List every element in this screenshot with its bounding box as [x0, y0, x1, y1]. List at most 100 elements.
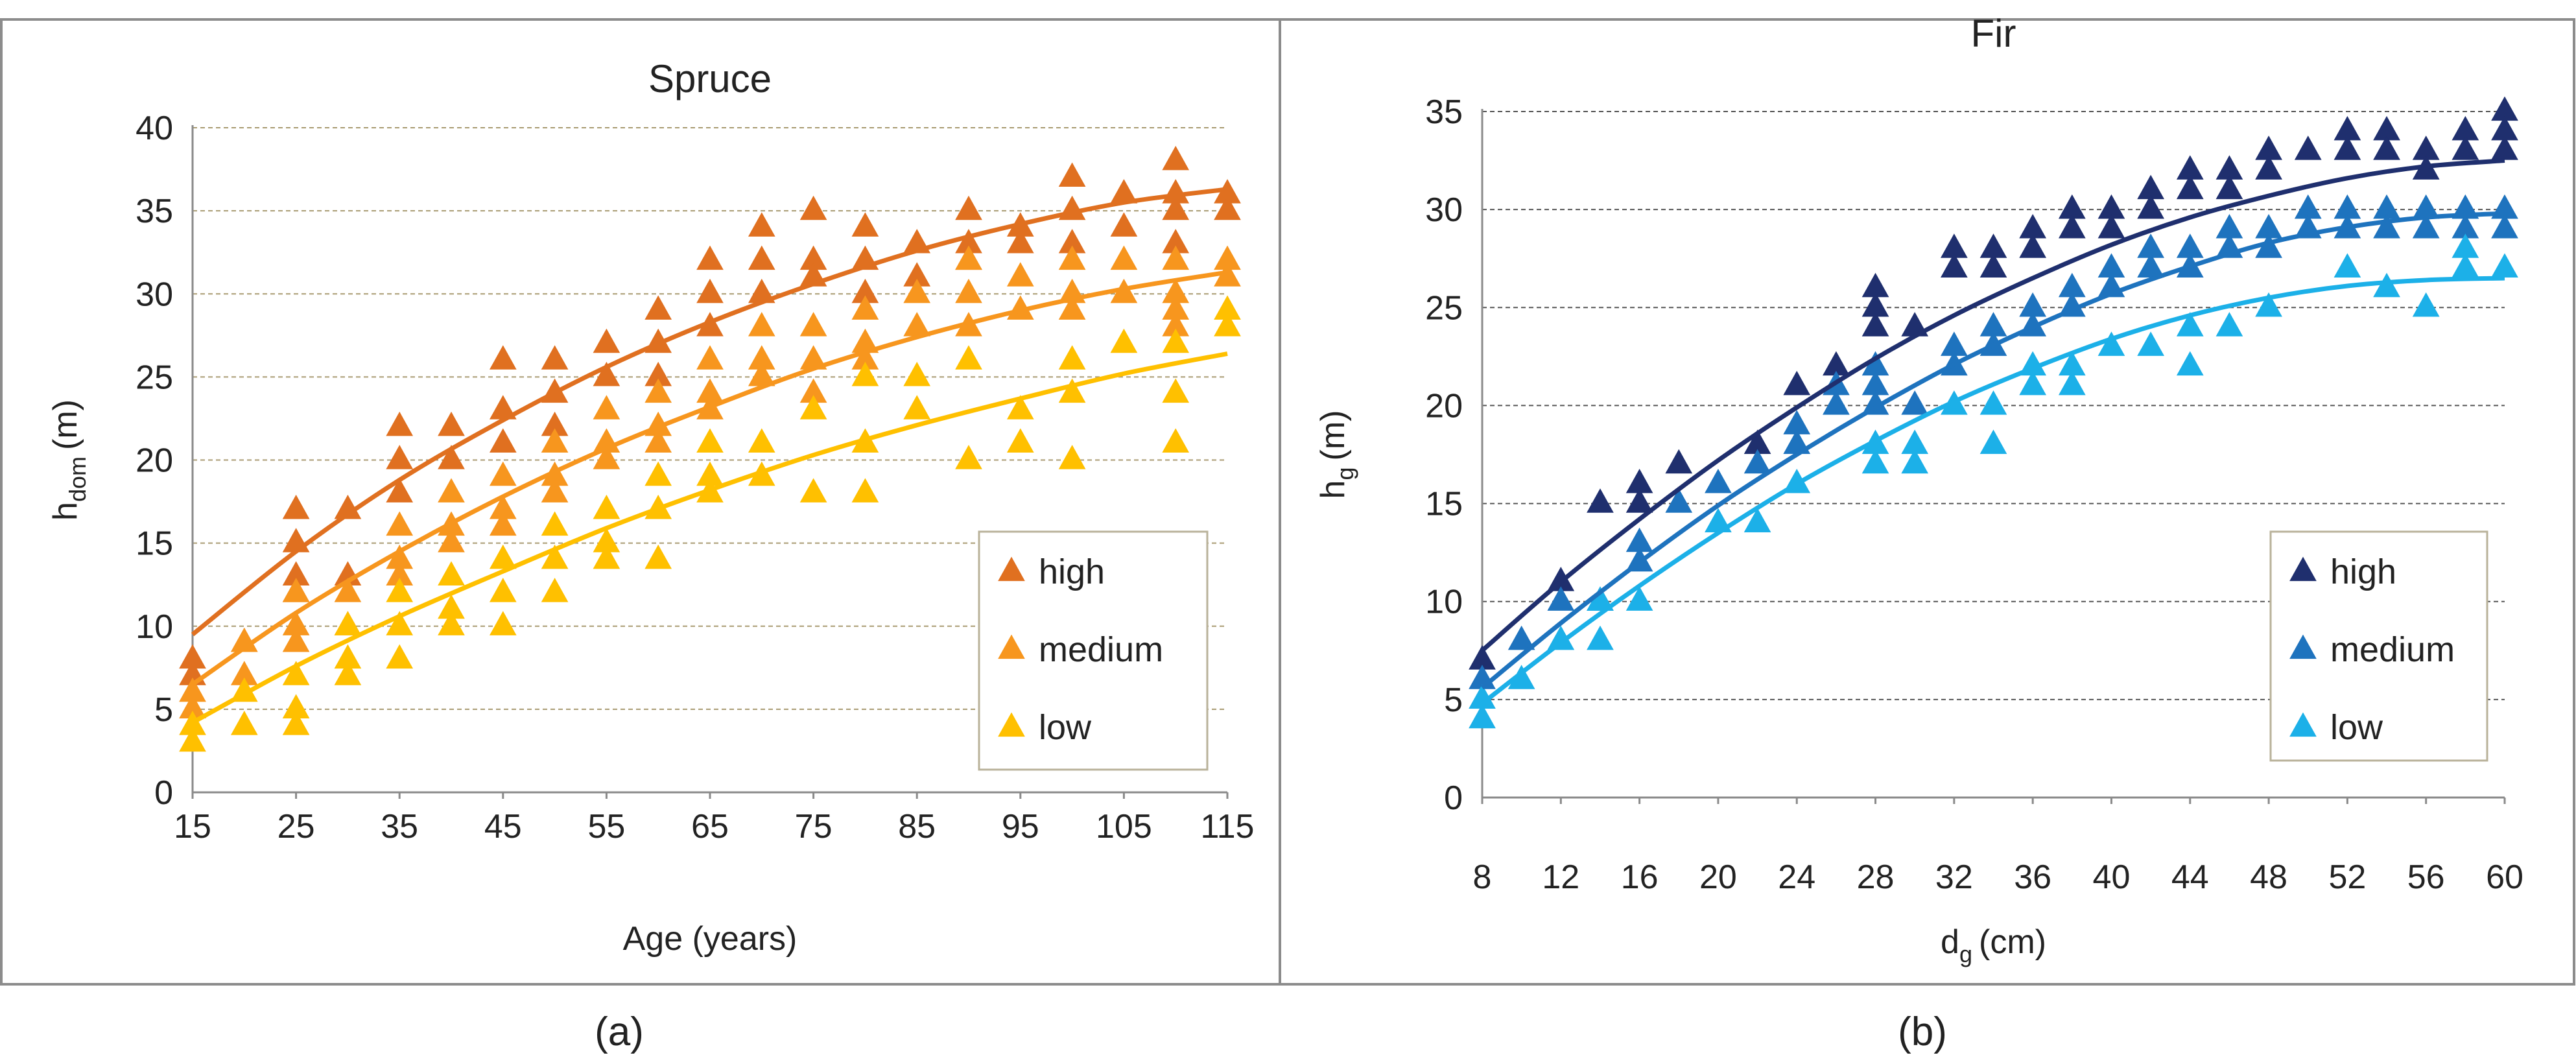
data-point-high [2019, 233, 2046, 258]
data-point-low [541, 544, 569, 569]
x-tick-label: 20 [1699, 858, 1737, 896]
data-point-medium [2373, 214, 2400, 239]
data-point-low [1162, 428, 1190, 453]
data-point-low [179, 727, 206, 752]
data-point-medium [851, 295, 879, 320]
data-point-low [851, 478, 879, 502]
x-tick-label: 115 [1201, 808, 1255, 845]
data-point-low [644, 544, 672, 569]
x-tick-label: 16 [1621, 858, 1659, 896]
trend-line-high [191, 187, 1228, 637]
data-point-low [748, 428, 775, 453]
y-tick-label: 30 [136, 276, 173, 313]
data-point-low [2058, 370, 2086, 396]
data-point-low [2019, 370, 2046, 396]
data-point-high [386, 445, 414, 469]
x-tick-label: 75 [795, 808, 833, 845]
data-point-medium [748, 312, 775, 337]
data-point-low [1006, 428, 1034, 453]
panel-b-chart: 0 5 10 15 20 25 30 35 8 12 16 20 24 28 32 36 40 44 48 52 56 6… [1314, 12, 2523, 967]
trend-line-high [1480, 158, 2505, 652]
y-tick-label: 5 [154, 691, 173, 729]
data-point-low [955, 345, 982, 370]
panel-a-chart: 0 5 10 15 20 25 30 35 40 15 25 35 45 55 65 75 85 95 105 115… [47, 57, 1254, 958]
data-point-low [2176, 351, 2204, 376]
chart-title: Fir [1971, 12, 2016, 55]
data-point-low [1110, 328, 1138, 353]
legend-label-medium: medium [1039, 630, 1163, 669]
data-point-medium [955, 278, 982, 303]
data-point-low [489, 611, 517, 635]
y-tick-label: 20 [1425, 387, 1463, 425]
data-point-low [644, 461, 672, 486]
data-point-low [282, 661, 310, 685]
data-point-high [748, 212, 775, 237]
data-point-high [2137, 194, 2164, 219]
data-point-medium [438, 478, 465, 502]
data-point-low [2491, 253, 2518, 278]
data-point-high [386, 411, 414, 436]
data-point-low [386, 611, 414, 635]
data-point-low [1979, 390, 2007, 415]
y-tick-label: 25 [1425, 289, 1463, 327]
x-tick-label: 95 [1002, 808, 1039, 845]
data-point-low [1469, 703, 1496, 729]
data-point-low [282, 711, 310, 735]
trend-line-low [1480, 276, 2505, 705]
legend-marker-low [2289, 712, 2317, 737]
x-tick-label: 45 [484, 808, 522, 845]
data-point-medium [644, 428, 672, 453]
data-point-low [2176, 312, 2204, 337]
trend-line-low [191, 351, 1228, 725]
legend-label-low: low [1039, 708, 1092, 747]
data-point-high [1110, 212, 1138, 237]
legend-marker-high [998, 556, 1025, 582]
data-point-medium [541, 478, 569, 502]
data-point-low [438, 561, 465, 586]
data-point-low [1006, 395, 1034, 420]
data-point-high [748, 245, 775, 270]
y-tick-label: 35 [1425, 93, 1463, 131]
y-axis-label: hdom (m) [47, 399, 91, 521]
data-point-low [593, 544, 620, 569]
data-point-low [230, 711, 258, 735]
x-tick-label: 32 [1935, 858, 1973, 896]
data-point-medium [955, 245, 982, 270]
x-tick-label: 36 [2014, 858, 2051, 896]
panel-label: (a) [595, 1010, 644, 1054]
data-point-medium [696, 345, 724, 370]
data-point-high [1625, 488, 1653, 513]
trend-line-medium [1480, 211, 2505, 690]
y-axis-label-sub: g [1332, 467, 1358, 480]
x-axis-label-unit: (cm) [1979, 923, 2046, 961]
data-point-low [799, 395, 827, 420]
data-point-low [2216, 312, 2243, 337]
x-tick-label: 52 [2328, 858, 2366, 896]
x-axis-label-main: Age (years) [623, 920, 798, 958]
data-point-high [2216, 174, 2243, 200]
chart-title: Spruce [648, 57, 772, 100]
legend: high medium low [978, 530, 1209, 771]
data-point-high [386, 478, 414, 502]
legend-label-high: high [2330, 552, 2396, 591]
data-point-high [1214, 195, 1241, 220]
data-point-medium [282, 628, 310, 652]
data-point-medium [282, 578, 310, 602]
data-point-low [1861, 449, 1889, 474]
data-point-medium [593, 445, 620, 469]
data-point-high [489, 428, 517, 453]
x-tick-label: 55 [587, 808, 625, 845]
data-point-medium [799, 312, 827, 337]
y-axis-label-unit: (m) [1314, 410, 1352, 461]
data-point-low [696, 428, 724, 453]
legend-label-low: low [2330, 708, 2383, 747]
data-point-low [1901, 449, 1929, 474]
x-tick-label: 85 [898, 808, 936, 845]
data-point-medium [1507, 625, 1535, 650]
y-axis-label-main: h [47, 502, 84, 521]
data-point-low [1979, 429, 2007, 455]
panel-b-frame [1279, 18, 2575, 986]
x-tick-label: 35 [381, 808, 418, 845]
data-point-high [1006, 229, 1034, 254]
